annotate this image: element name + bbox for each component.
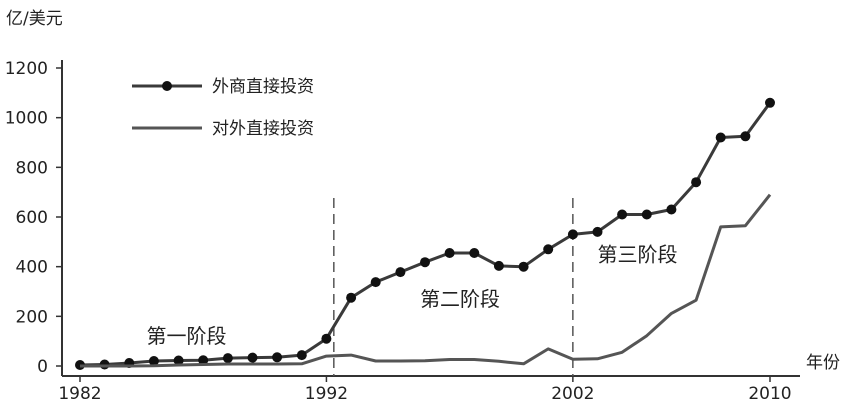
legend-marker-fdi: [162, 81, 172, 91]
data-point-fdi: [370, 277, 381, 288]
data-point-fdi: [715, 132, 726, 143]
y-tick-label: 600: [16, 208, 48, 228]
data-point-fdi: [395, 267, 406, 278]
data-point-fdi: [346, 292, 357, 303]
data-point-fdi: [543, 244, 554, 255]
x-axis-unit-label: 年份: [806, 353, 840, 373]
legend: 外商直接投资 对外直接投资: [132, 77, 314, 139]
data-point-fdi: [691, 177, 702, 188]
data-point-fdi: [518, 261, 529, 272]
data-point-fdi: [567, 229, 578, 240]
x-tick-label: 1992: [305, 384, 348, 403]
x-tick-label: 2010: [748, 384, 791, 403]
data-point-fdi: [272, 352, 283, 363]
data-point-fdi: [617, 209, 628, 220]
y-tick-label: 800: [16, 158, 48, 178]
data-point-fdi: [493, 260, 504, 271]
y-tick-label: 200: [16, 307, 48, 327]
data-point-fdi: [420, 257, 430, 268]
data-point-fdi: [173, 355, 184, 366]
data-point-fdi: [765, 97, 775, 108]
data-point-fdi: [666, 204, 677, 215]
y-tick-label: 400: [16, 258, 48, 278]
stage-label: 第一阶段: [147, 324, 227, 348]
data-point-fdi: [148, 356, 159, 366]
x-tick-label: 1982: [58, 384, 101, 403]
legend-label-fdi: 外商直接投资: [212, 77, 314, 97]
stage-label: 第三阶段: [598, 242, 678, 266]
legend-label-odi: 对外直接投资: [212, 119, 314, 139]
y-tick-label: 0: [37, 357, 48, 377]
series-line-odi: [80, 193, 772, 368]
data-point-fdi: [247, 352, 258, 363]
data-point-fdi: [222, 353, 233, 364]
data-point-fdi: [198, 355, 209, 366]
data-point-fdi: [592, 226, 603, 237]
stage-dividers: [333, 198, 574, 376]
x-tick-label: 2002: [551, 384, 594, 403]
stage-annotations: 第一阶段 第二阶段 第三阶段: [147, 242, 678, 348]
data-point-fdi: [469, 248, 480, 258]
x-ticks-group: 1982 1992 2002 2010: [58, 376, 792, 403]
y-tick-label: 1000: [5, 109, 48, 129]
data-point-fdi: [641, 209, 652, 220]
y-ticks-group: 0 200 400 600 800 1000 1200: [5, 59, 62, 377]
data-point-fdi: [296, 350, 307, 361]
stage-label: 第二阶段: [420, 287, 500, 311]
data-point-fdi: [321, 333, 332, 344]
data-point-fdi: [740, 131, 751, 142]
series-group: [75, 97, 775, 370]
data-point-fdi: [444, 248, 455, 258]
y-axis-unit-label: 亿/美元: [6, 9, 63, 29]
y-tick-label: 1200: [5, 59, 48, 79]
